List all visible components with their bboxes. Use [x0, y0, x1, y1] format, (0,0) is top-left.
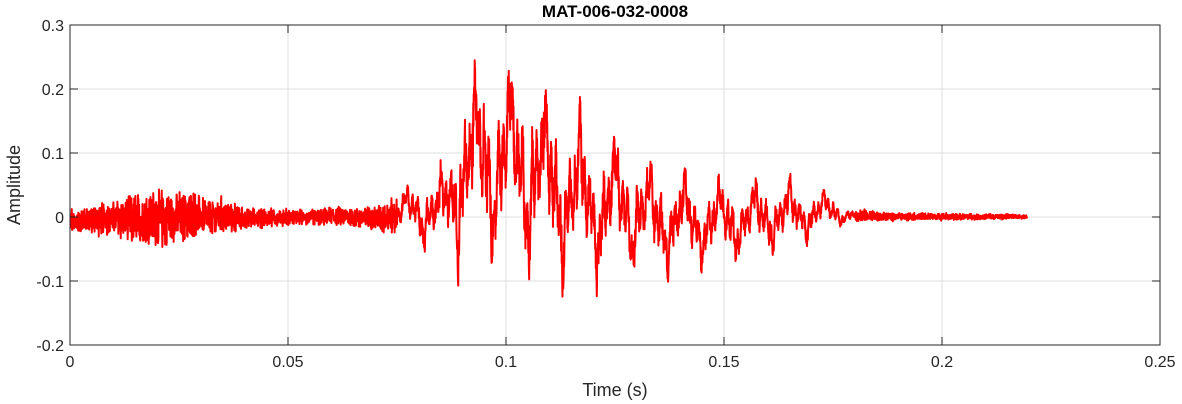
x-tick-label: 0.2	[931, 354, 953, 371]
plot-area-frame	[69, 24, 1161, 346]
y-tick-label: 0.3	[42, 18, 64, 35]
x-tick-label: 0.15	[708, 354, 739, 371]
axis-tick-labels: 0 0.05 0.1 0.15 0.2 0.25 -0.2 -0.1 0 0.1 0.2 0.3	[36, 18, 1175, 371]
x-tick-label: 0	[66, 354, 75, 371]
y-tick-label: -0.2	[36, 338, 64, 355]
x-tick-label: 0.25	[1144, 354, 1175, 371]
plot-area-background	[70, 25, 1160, 345]
axis-ticks	[69, 24, 1161, 346]
y-tick-label: -0.1	[36, 274, 64, 291]
y-axis-label: Amplitude	[4, 145, 24, 225]
x-tick-label: 0.1	[495, 354, 517, 371]
y-tick-label: 0	[55, 210, 64, 227]
y-tick-label: 0.2	[42, 82, 64, 99]
plot-area	[70, 59, 1028, 298]
x-tick-label: 0.05	[272, 354, 303, 371]
chart-title: MAT-006-032-0008	[542, 2, 688, 21]
y-tick-label: 0.1	[42, 146, 64, 163]
amplitude-series-line	[70, 59, 1028, 298]
x-axis-label: Time (s)	[582, 380, 647, 400]
